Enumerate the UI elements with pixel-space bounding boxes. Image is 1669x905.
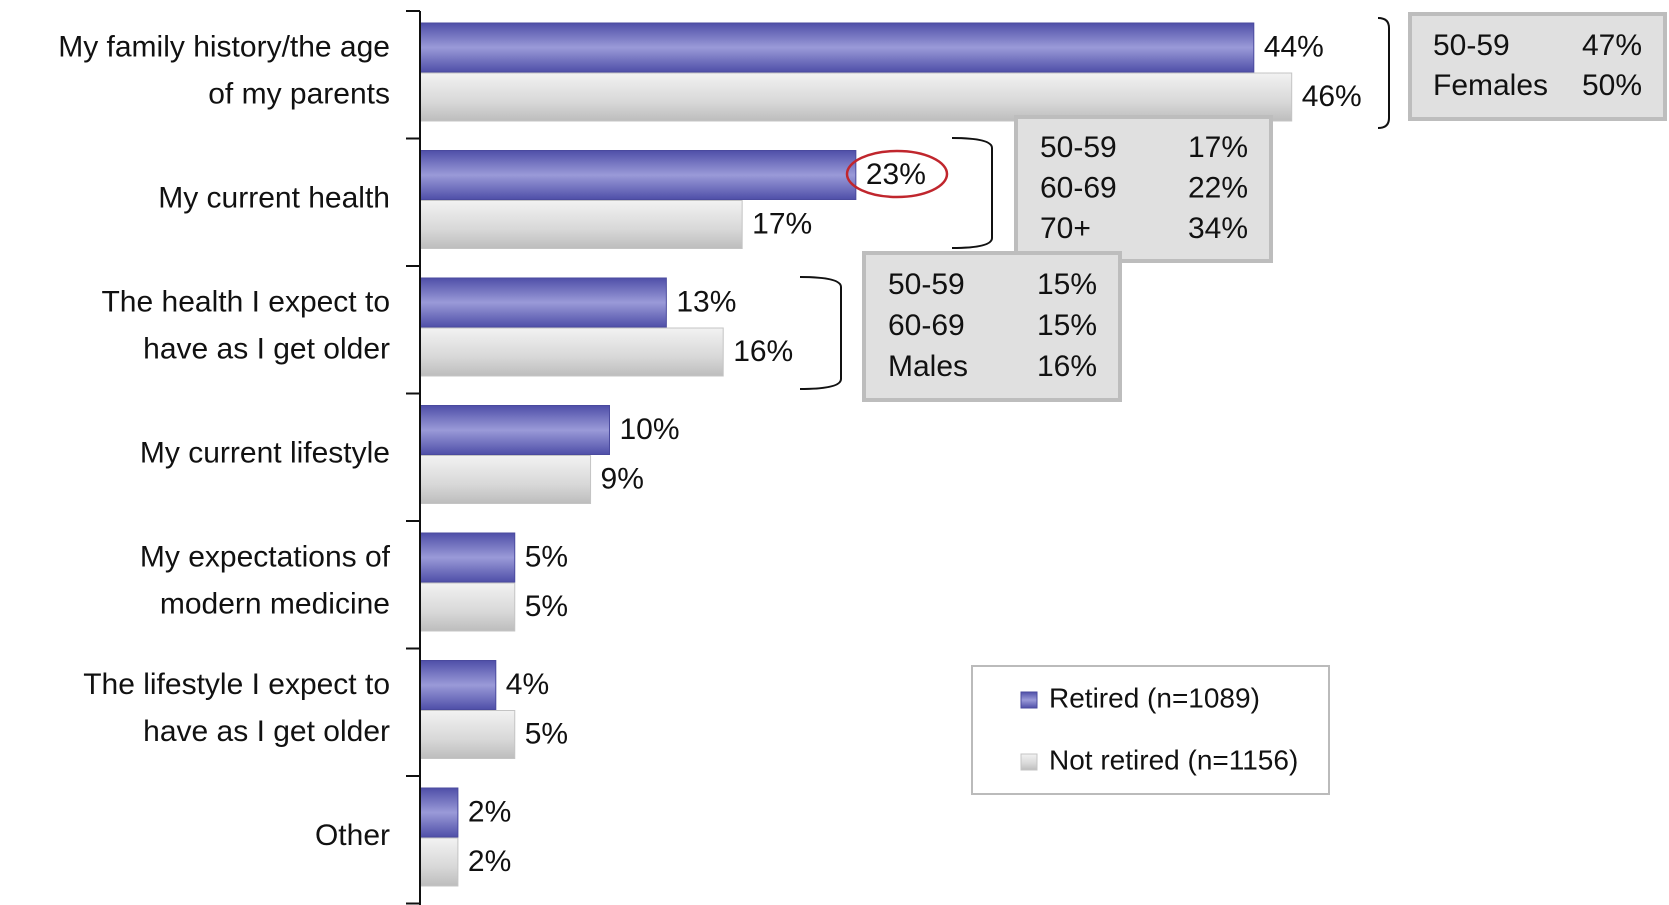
bracket [799, 276, 842, 390]
bar [419, 582, 516, 632]
value-label: 44% [1264, 30, 1324, 63]
category-label: My family history/the age [58, 30, 390, 63]
callout-value: 15% [1037, 309, 1097, 342]
category-label: have as I get older [143, 715, 390, 748]
value-label: 5% [525, 590, 568, 623]
value-label: 5% [525, 717, 568, 750]
legend-swatch [1020, 691, 1038, 709]
bar [419, 72, 1293, 122]
value-label: 10% [620, 413, 680, 446]
callout-label: Males [888, 350, 968, 383]
callout-label: 50-59 [1040, 131, 1117, 164]
callout-value: 16% [1037, 350, 1097, 383]
bar [419, 532, 516, 583]
value-label: 17% [752, 207, 812, 240]
bar [419, 660, 497, 710]
category-label: modern medicine [160, 587, 390, 620]
callout-label: Females [1433, 69, 1548, 102]
category-label: My current lifestyle [140, 436, 390, 469]
callout-label: 50-59 [1433, 29, 1510, 62]
category-label: My current health [158, 181, 390, 214]
category-label: My expectations of [140, 540, 391, 573]
callout-label: 50-59 [888, 268, 965, 301]
bar [419, 327, 724, 377]
bar [419, 277, 667, 328]
callout-box [862, 251, 1122, 402]
callout-label: 70+ [1040, 212, 1091, 245]
category-label: The health I expect to [101, 285, 390, 318]
value-label: 2% [468, 795, 511, 828]
callout-value: 34% [1188, 212, 1248, 245]
legend-box [971, 665, 1330, 795]
value-label: 4% [506, 668, 549, 701]
value-label: 5% [525, 540, 568, 573]
bar [419, 200, 743, 249]
category-label: of my parents [208, 77, 390, 110]
callout-value: 50% [1582, 69, 1642, 102]
callout-label: 60-69 [1040, 171, 1117, 204]
bar [419, 837, 459, 887]
bar [419, 22, 1255, 73]
category-label: have as I get older [143, 332, 390, 365]
bar [419, 787, 459, 838]
legend-label: Retired (n=1089) [1049, 682, 1260, 713]
callout-value: 22% [1188, 171, 1248, 204]
callout-box [1408, 12, 1667, 121]
legend-swatch [1020, 753, 1038, 771]
value-label: 2% [468, 845, 511, 878]
value-label: 16% [733, 335, 793, 368]
bracket [951, 137, 993, 249]
callout-value: 15% [1037, 268, 1097, 301]
callout-value: 17% [1188, 131, 1248, 164]
value-label: 9% [601, 462, 644, 495]
value-label: 13% [676, 285, 736, 318]
category-label: The lifestyle I expect to [83, 668, 390, 701]
bar [419, 150, 857, 200]
legend-label: Not retired (n=1156) [1049, 744, 1298, 775]
value-label: 46% [1302, 80, 1362, 113]
highlight-ring [845, 149, 949, 199]
category-label: Other [315, 819, 390, 852]
value-label: 23% [866, 158, 926, 191]
callout-label: 60-69 [888, 309, 965, 342]
bar [419, 710, 516, 759]
callout-value: 47% [1582, 29, 1642, 62]
bar [419, 455, 592, 504]
bar [419, 405, 610, 455]
bracket [1377, 17, 1390, 129]
callout-box [1014, 115, 1273, 263]
